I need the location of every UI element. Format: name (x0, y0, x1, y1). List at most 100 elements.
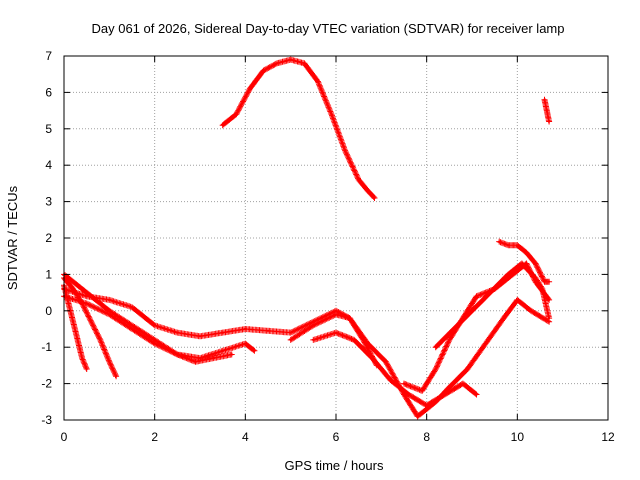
series-arc-12 (541, 96, 553, 125)
y-tick-label: 3 (45, 195, 52, 209)
data-point (108, 313, 111, 316)
data-point (198, 335, 202, 338)
data-point (303, 62, 306, 65)
data-point (402, 393, 406, 396)
data-point (516, 244, 519, 247)
y-tick-label: 2 (45, 231, 52, 245)
series-arc-11 (219, 56, 378, 201)
grid-lines (64, 56, 608, 420)
data-point (176, 353, 179, 356)
data-point (176, 331, 179, 334)
data-point (289, 331, 292, 334)
x-axis-label: GPS time / hours (285, 458, 384, 473)
data-point (434, 367, 437, 371)
data-point (541, 287, 544, 291)
data-series (61, 56, 553, 420)
series-markers (401, 260, 553, 394)
data-point (235, 113, 238, 116)
data-point (343, 149, 347, 152)
data-point (543, 98, 546, 101)
y-tick-labels: -3 -2 -1 0 1 2 3 4 5 6 7 (41, 49, 52, 427)
data-point (520, 262, 524, 265)
data-point (534, 276, 537, 280)
data-point (130, 324, 134, 327)
x-tick-label: 6 (333, 430, 340, 444)
data-point (85, 302, 88, 305)
data-point (108, 309, 111, 312)
data-point (475, 295, 478, 298)
data-point (85, 291, 88, 294)
series-arc-8 (401, 260, 553, 394)
data-point (334, 313, 338, 316)
data-point (212, 356, 215, 360)
x-tick-label: 0 (61, 430, 68, 444)
data-point (312, 324, 315, 327)
data-point (334, 309, 338, 312)
data-point (352, 338, 356, 342)
data-point (373, 196, 376, 200)
data-point (498, 240, 501, 243)
data-point (448, 386, 451, 389)
data-point (529, 309, 533, 312)
data-point (371, 356, 374, 360)
data-point (416, 415, 419, 418)
data-point (153, 324, 156, 327)
data-point (434, 400, 437, 403)
data-point (534, 262, 537, 265)
data-point (316, 80, 320, 83)
data-point (475, 393, 478, 396)
data-point (389, 378, 392, 382)
data-point (289, 58, 292, 61)
data-point (266, 329, 270, 333)
data-point (153, 342, 156, 345)
data-point (262, 69, 265, 72)
data-point (543, 280, 546, 283)
data-point (108, 298, 111, 302)
data-point (547, 298, 551, 302)
data-point (507, 273, 510, 276)
data-point (67, 302, 70, 305)
x-tick-label: 8 (423, 430, 430, 444)
data-point (461, 382, 465, 385)
y-tick-label: 5 (45, 122, 52, 136)
data-point (466, 367, 469, 371)
data-point (547, 316, 551, 320)
data-point (507, 244, 510, 247)
chart-title: Day 061 of 2026, Sidereal Day-to-day VTE… (91, 21, 564, 36)
data-point (366, 342, 369, 345)
data-point (547, 320, 551, 323)
data-point (221, 123, 224, 127)
data-point (194, 360, 197, 363)
data-point (71, 320, 75, 323)
data-point (502, 316, 505, 320)
y-tick-label: 1 (45, 267, 52, 281)
data-point (153, 338, 156, 342)
axis-ticks (63, 55, 609, 421)
data-point (348, 316, 351, 320)
data-point (516, 298, 519, 302)
y-tick-label: 6 (45, 85, 52, 99)
x-tick-label: 12 (601, 430, 615, 444)
series-arc-7 (287, 296, 553, 420)
x-tick-label: 4 (242, 430, 249, 444)
data-point (357, 178, 360, 181)
data-point (448, 338, 451, 342)
data-point (99, 338, 102, 342)
data-point (275, 62, 279, 65)
y-tick-label: 4 (45, 158, 52, 172)
data-point (221, 349, 224, 353)
data-point (90, 320, 93, 323)
data-point (488, 291, 492, 294)
data-point (547, 280, 551, 283)
data-point (248, 87, 252, 90)
data-point (425, 407, 428, 411)
data-point (289, 338, 292, 342)
y-axis-label: SDTVAR / TECUs (5, 185, 20, 290)
data-point (434, 346, 437, 349)
data-point (525, 262, 528, 265)
data-point (312, 338, 315, 342)
data-point (330, 113, 333, 116)
data-point (85, 367, 88, 371)
data-point (312, 320, 315, 323)
